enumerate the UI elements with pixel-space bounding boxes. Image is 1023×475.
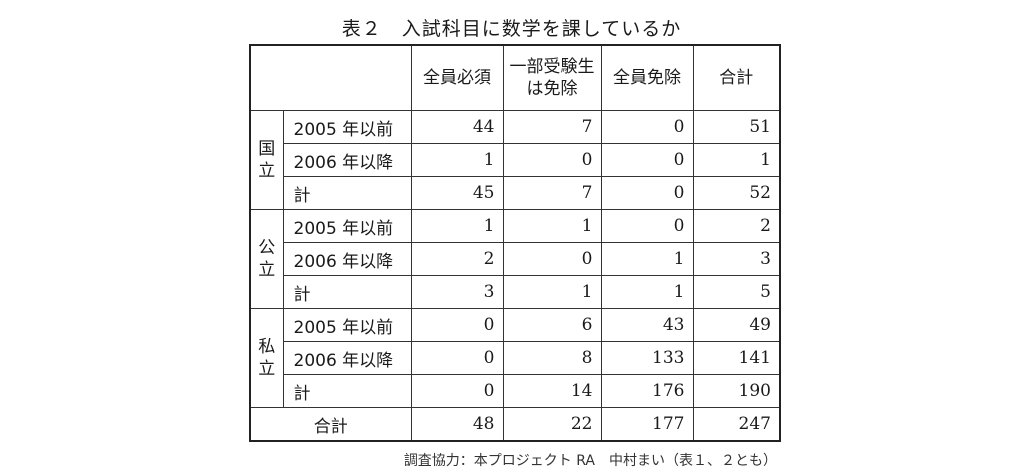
cell: 176: [600, 374, 694, 408]
cell: 0: [502, 143, 602, 177]
cell: 0: [600, 209, 694, 243]
cell: 3: [692, 242, 781, 276]
cell: 5: [692, 275, 781, 309]
row-label: 計: [282, 275, 412, 309]
row-label: 計: [282, 176, 412, 210]
row-label: 2006 年以降: [282, 341, 412, 375]
cell: 43: [600, 308, 694, 342]
table-row: 計 0 14 176 190: [250, 374, 781, 408]
row-label: 計: [282, 374, 412, 408]
cell: 0: [600, 176, 694, 210]
cell: 133: [600, 341, 694, 375]
table-row: 2006 年以降 1 0 0 1: [250, 143, 781, 177]
cell: 177: [600, 407, 694, 442]
table-title: 表２ 入試科目に数学を課しているか: [341, 18, 682, 40]
cell: 1: [692, 143, 781, 177]
header-all-required: 全員必須: [410, 44, 504, 111]
total-row: 合計 48 22 177 247: [249, 407, 781, 442]
cell: 1: [410, 209, 504, 243]
cell: 2: [410, 242, 504, 276]
cell: 0: [410, 374, 504, 408]
row-label: 2005 年以前: [282, 110, 412, 144]
cell: 3: [410, 275, 504, 309]
cell: 44: [410, 110, 504, 144]
cell: 0: [502, 242, 602, 276]
cell: 1: [502, 209, 602, 243]
row-label: 2006 年以降: [282, 143, 412, 177]
data-table: 全員必須 一部受験生 は免除 全員免除 合計 国立 2005 年以前 44 7 0…: [249, 44, 781, 442]
cell: 48: [410, 407, 504, 442]
row-label: 2005 年以前: [282, 209, 412, 243]
cell: 2: [692, 209, 781, 243]
cell: 14: [502, 374, 602, 408]
table-row: 2006 年以降 0 8 133 141: [250, 341, 781, 375]
cell: 1: [600, 275, 694, 309]
total-label: 合計: [249, 407, 412, 442]
row-label: 2006 年以降: [282, 242, 412, 276]
cell: 247: [692, 407, 781, 442]
cell: 190: [692, 374, 781, 408]
cell: 52: [692, 176, 781, 210]
cell: 141: [692, 341, 781, 375]
corner-cell: [249, 44, 412, 111]
header-partially-exempt: 一部受験生 は免除: [502, 44, 602, 111]
table-row: 計 3 1 1 5: [250, 275, 781, 309]
cell: 1: [600, 242, 694, 276]
group-label-national: 国立: [249, 110, 284, 210]
cell: 1: [410, 143, 504, 177]
table-row: 計 45 7 0 52: [250, 176, 781, 210]
table-row: 私立 2005 年以前 0 6 43 49: [249, 308, 781, 408]
cell: 0: [410, 308, 504, 342]
group-label-private: 私立: [249, 308, 284, 408]
cell: 0: [600, 143, 694, 177]
header-row: 全員必須 一部受験生 は免除 全員免除 合計: [249, 44, 781, 111]
table-row: 国立 2005 年以前 44 7 0 51: [249, 110, 781, 210]
cell: 22: [502, 407, 602, 442]
table-row: 2006 年以降 2 0 1 3: [250, 242, 781, 276]
header-total: 合計: [692, 44, 781, 111]
cell: 1: [502, 275, 602, 309]
cell: 0: [410, 341, 504, 375]
cell: 7: [502, 176, 602, 210]
footnote: 調査協力：本プロジェクト RA 中村まい（表１、２とも）: [403, 453, 777, 469]
header-partial-line1: 一部受験生: [509, 57, 595, 77]
header-partial-line2: は免除: [526, 79, 578, 99]
cell: 51: [692, 110, 781, 144]
cell: 7: [502, 110, 602, 144]
cell: 8: [502, 341, 602, 375]
cell: 45: [410, 176, 504, 210]
cell: 0: [600, 110, 694, 144]
group-label-public: 公立: [249, 209, 284, 309]
cell: 49: [692, 308, 781, 342]
table-row: 公立 2005 年以前 1 1 0 2: [249, 209, 781, 309]
row-label: 2005 年以前: [282, 308, 412, 342]
header-all-exempt: 全員免除: [600, 44, 694, 111]
cell: 6: [502, 308, 602, 342]
